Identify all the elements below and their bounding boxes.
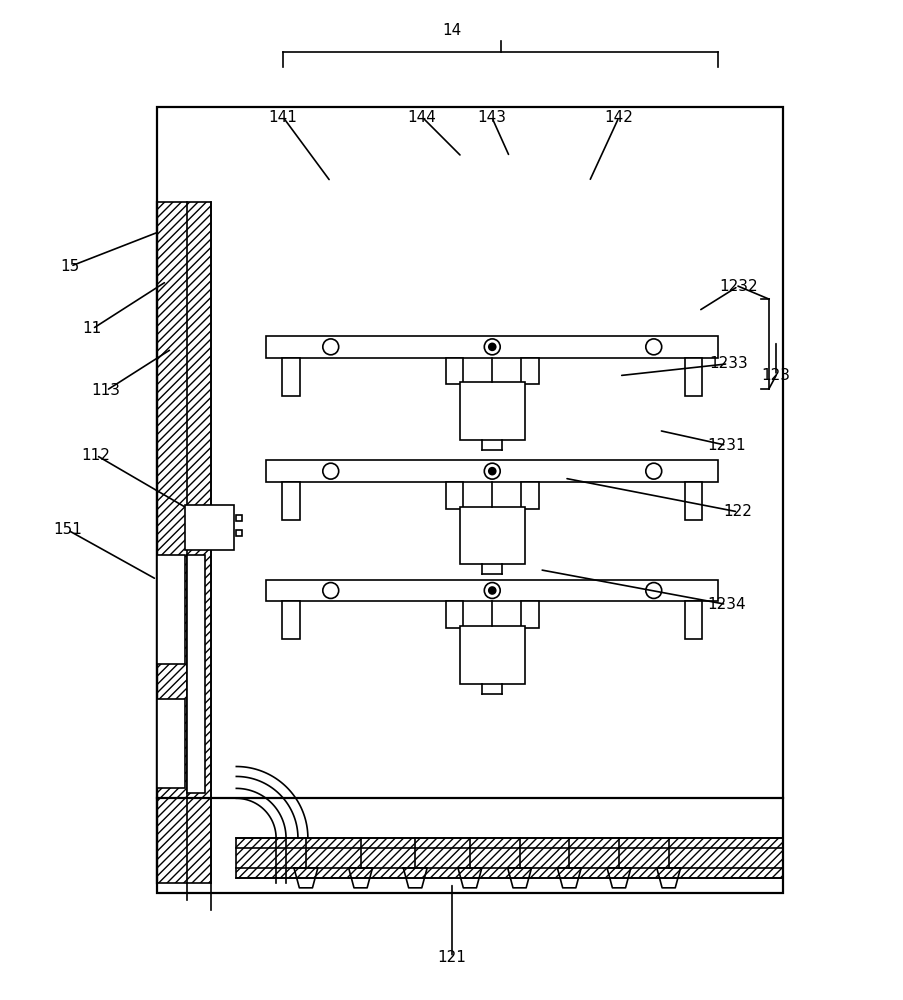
Bar (184, 505, 234, 550)
Text: 1233: 1233 (708, 356, 747, 371)
Text: 11: 11 (82, 321, 102, 336)
Bar (684, 601, 702, 639)
Bar (684, 358, 702, 396)
Bar (156, 555, 184, 664)
Circle shape (489, 343, 495, 350)
Bar (282, 601, 300, 639)
Text: 143: 143 (477, 110, 506, 125)
Bar (520, 482, 538, 509)
Text: 1234: 1234 (706, 597, 745, 612)
Bar (520, 358, 538, 384)
Bar (460, 626, 524, 684)
Bar (156, 107, 782, 893)
Bar (156, 202, 211, 883)
Text: 15: 15 (61, 259, 79, 274)
Bar (236, 838, 782, 878)
Bar (236, 838, 782, 878)
Text: 144: 144 (407, 110, 436, 125)
Bar (156, 699, 184, 788)
Bar (460, 382, 524, 440)
Text: 112: 112 (81, 448, 110, 463)
Bar (265, 460, 718, 482)
Text: 141: 141 (268, 110, 297, 125)
Bar (282, 482, 300, 520)
Text: 14: 14 (442, 23, 461, 38)
Text: 1232: 1232 (718, 279, 757, 294)
Bar (236, 515, 242, 521)
Bar (156, 202, 211, 883)
Text: 113: 113 (91, 383, 120, 398)
Text: 122: 122 (723, 504, 752, 519)
Bar (445, 482, 463, 509)
Bar (520, 601, 538, 628)
Text: 142: 142 (604, 110, 633, 125)
Bar (186, 555, 204, 793)
Bar (460, 507, 524, 564)
Bar (684, 482, 702, 520)
Circle shape (489, 468, 495, 475)
Text: 151: 151 (53, 522, 82, 537)
Text: 1231: 1231 (706, 438, 745, 453)
Text: 123: 123 (760, 368, 789, 383)
Bar (236, 530, 242, 536)
Bar (265, 580, 718, 601)
Bar (282, 358, 300, 396)
Bar (445, 358, 463, 384)
Circle shape (489, 587, 495, 594)
Bar (445, 601, 463, 628)
Bar (265, 336, 718, 358)
Text: 121: 121 (437, 950, 466, 965)
